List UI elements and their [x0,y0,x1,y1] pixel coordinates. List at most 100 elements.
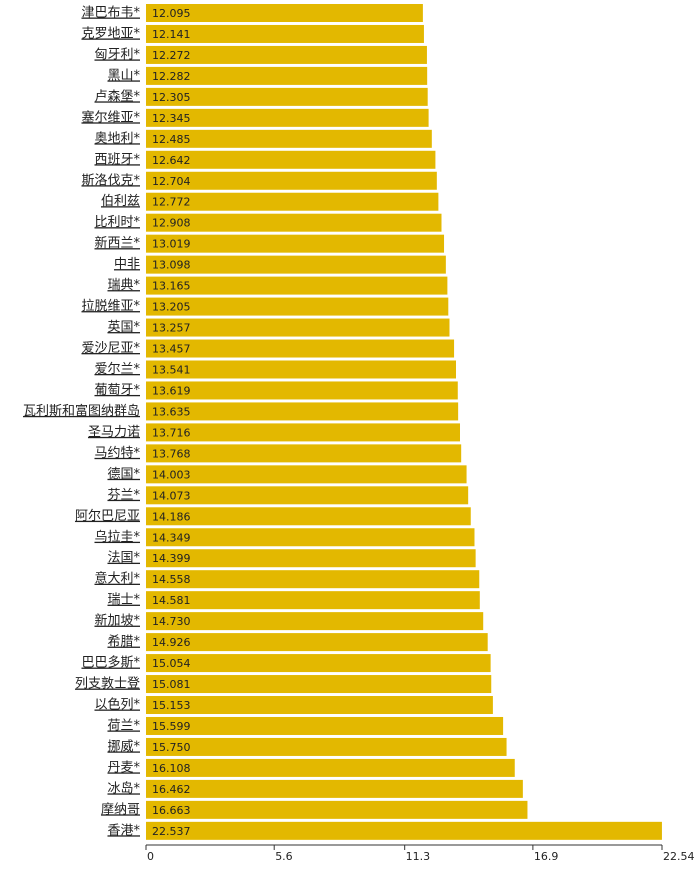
value-label: 12.642 [152,154,191,167]
value-label: 13.619 [152,384,191,397]
value-label: 16.108 [152,762,191,775]
category-label[interactable]: 爱尔兰* [94,362,140,377]
category-label[interactable]: 荷兰* [107,718,140,733]
bar [146,171,437,190]
value-label: 15.153 [152,699,191,712]
value-label: 14.730 [152,615,191,628]
category-label[interactable]: 圣马力诺 [88,425,140,440]
category-label[interactable]: 比利时* [94,215,140,230]
value-label: 16.663 [152,804,191,817]
bar [146,821,662,840]
value-label: 12.772 [152,196,191,209]
category-label[interactable]: 津巴布韦* [81,6,140,21]
value-label: 13.716 [152,426,191,439]
value-label: 13.635 [152,405,191,418]
category-label[interactable]: 塞尔维亚* [81,109,140,125]
category-label[interactable]: 黑山* [107,68,140,83]
category-label[interactable]: 香港* [107,823,140,838]
value-label: 12.272 [152,49,191,62]
category-label[interactable]: 希腊* [107,635,140,650]
bar [146,444,462,463]
bar [146,779,523,798]
bar [146,758,515,777]
bar [146,507,471,526]
bar [146,402,459,421]
category-label[interactable]: 瑞典* [107,278,140,293]
category-label[interactable]: 斯洛伐克* [81,173,140,188]
value-label: 14.349 [152,531,191,544]
category-label[interactable]: 芬兰* [107,488,140,503]
x-tick-label: 0 [147,850,154,863]
value-label: 12.141 [152,28,191,41]
category-label[interactable]: 伯利兹 [101,194,140,209]
category-label[interactable]: 瓦利斯和富图纳群岛 [23,403,140,419]
value-label: 13.257 [152,322,191,335]
category-label[interactable]: 西班牙* [94,152,140,167]
x-tick-label: 22.54 [663,850,695,863]
bar [146,549,476,568]
category-label[interactable]: 意大利* [94,571,140,587]
bar [146,192,439,211]
category-label[interactable]: 葡萄牙* [94,383,140,398]
category-label[interactable]: 拉脱维亚* [81,299,140,314]
category-label[interactable]: 阿尔巴尼亚 [75,509,140,524]
value-label: 13.098 [152,259,191,272]
category-label[interactable]: 瑞士* [107,593,140,608]
category-label[interactable]: 新加坡* [94,613,140,629]
category-label[interactable]: 摩纳哥 [101,801,140,817]
category-label[interactable]: 奥地利* [94,131,140,146]
value-label: 13.768 [152,447,191,460]
value-label: 14.581 [152,594,191,607]
category-label[interactable]: 列支敦士登 [75,676,140,692]
bar [146,570,480,589]
value-label: 12.282 [152,70,191,83]
category-label[interactable]: 德国* [107,467,140,482]
category-label[interactable]: 巴巴多斯* [81,655,140,671]
bar [146,486,469,505]
value-label: 13.205 [152,301,191,314]
bar [146,612,484,631]
category-label[interactable]: 中非 [114,257,140,272]
category-label[interactable]: 英国* [107,320,140,335]
value-label: 14.558 [152,573,191,586]
bar [146,4,423,22]
bar [146,255,446,274]
bar [146,633,488,652]
x-tick-label: 11.3 [406,850,431,863]
bar [146,24,424,43]
category-label[interactable]: 乌拉圭* [94,529,140,545]
value-label: 12.345 [152,112,191,125]
category-label[interactable]: 克罗地亚* [81,26,140,41]
value-label: 12.095 [152,7,191,20]
bar [146,66,428,85]
category-label[interactable]: 爱沙尼亚* [81,341,140,356]
category-label[interactable]: 卢森堡* [94,88,140,104]
bar [146,737,507,756]
value-label: 16.462 [152,783,191,796]
bar [146,696,493,715]
value-label: 14.186 [152,510,191,523]
bar [146,528,475,547]
category-label[interactable]: 匈牙利* [94,47,140,62]
value-label: 13.019 [152,238,191,251]
bar [146,45,427,64]
bar [146,716,504,735]
value-label: 14.073 [152,489,191,502]
value-label: 15.750 [152,741,191,754]
category-label[interactable]: 冰岛* [107,780,140,796]
x-tick-label: 16.9 [534,850,559,863]
value-label: 15.081 [152,678,191,691]
category-label[interactable]: 挪威* [107,739,140,754]
bar [146,150,436,169]
category-label[interactable]: 以色列* [94,697,140,713]
category-label[interactable]: 新西兰* [94,235,140,251]
value-label: 12.305 [152,91,191,104]
category-label[interactable]: 法国* [107,551,140,566]
bar [146,87,428,106]
category-label[interactable]: 丹麦* [107,760,140,775]
category-label[interactable]: 马约特* [94,446,140,461]
value-label: 14.926 [152,636,191,649]
value-label: 14.003 [152,468,191,481]
bar [146,276,448,295]
value-label: 14.399 [152,552,191,565]
